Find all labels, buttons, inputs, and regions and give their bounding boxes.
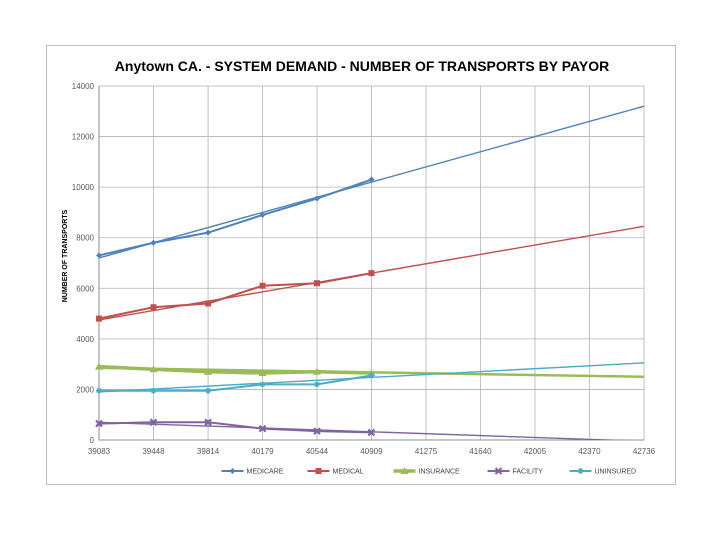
- uninsured-point: [150, 387, 157, 394]
- facility-point: [258, 424, 267, 433]
- uninsured-line: [99, 374, 372, 392]
- chart-title: Anytown CA. - SYSTEM DEMAND - NUMBER OF …: [115, 58, 609, 74]
- medicare-line: [98, 178, 372, 257]
- facility-point: [313, 427, 321, 435]
- legend-medicare-marker: [229, 468, 236, 474]
- x-tick-label: 42370: [578, 447, 601, 456]
- series-lines: [95, 176, 376, 437]
- chart-frame: Anytown CA. - SYSTEM DEMAND - NUMBER OF …: [46, 45, 676, 485]
- medicare-point: [368, 176, 375, 183]
- legend-uninsured-label: UNINSURED: [595, 469, 637, 476]
- y-tick-label: 0: [90, 436, 95, 445]
- x-tick-label: 39083: [88, 447, 111, 456]
- y-tick-label: 6000: [76, 284, 94, 293]
- facility-line: [98, 421, 372, 434]
- uninsured-point: [205, 387, 212, 394]
- y-tick-label: 12000: [72, 133, 95, 142]
- x-tick-label: 39814: [197, 447, 220, 456]
- uninsured-point: [313, 381, 320, 388]
- x-tick-label: 40909: [360, 447, 383, 456]
- legend-medical-label: MEDICAL: [333, 469, 364, 476]
- y-tick-label: 4000: [76, 335, 94, 344]
- medical-line: [98, 272, 372, 320]
- gridlines: [98, 85, 645, 441]
- axes: 0 2000 4000 6000 8000 10000 12000 14000 39083 394…: [72, 82, 656, 456]
- x-tick-label: 42005: [524, 447, 547, 456]
- legend-insurance-label: INSURANCE: [419, 469, 461, 476]
- medical-point: [368, 270, 375, 277]
- medical-point: [259, 282, 266, 289]
- legend-insurance-marker: [400, 467, 409, 474]
- insurance-point: [312, 367, 321, 375]
- uninsured-point: [96, 387, 102, 394]
- medical-point: [313, 280, 320, 287]
- insurance-point: [149, 365, 158, 373]
- legend-facility-marker: [494, 467, 503, 475]
- y-tick-label: 10000: [72, 183, 95, 192]
- medicare-point: [205, 229, 212, 236]
- x-tick-label: 40544: [306, 447, 329, 456]
- legend-facility-label: FACILITY: [513, 469, 544, 476]
- facility-point: [95, 419, 103, 428]
- medical-point: [150, 304, 157, 311]
- uninsured-point: [259, 381, 266, 388]
- x-tick-label: 40179: [251, 447, 274, 456]
- y-axis-label: NUMBER OF TRANSPORTS: [62, 209, 69, 302]
- y-tick-label: 8000: [76, 234, 94, 243]
- y-tick-label: 2000: [76, 385, 94, 394]
- insurance-point: [204, 367, 213, 375]
- x-tick-label: 42736: [633, 447, 656, 456]
- x-tick-label: 41640: [469, 447, 492, 456]
- facility-point: [367, 428, 376, 437]
- medicare-point: [259, 211, 266, 218]
- x-tick-label: 39448: [142, 447, 165, 456]
- facility-point: [149, 418, 158, 427]
- uninsured-point: [368, 372, 375, 379]
- y-tick-label: 14000: [72, 82, 95, 91]
- facility-point: [204, 418, 212, 427]
- legend: MEDICARE MEDICAL INSURANCE FACILITY UNINSURE…: [221, 467, 637, 476]
- chart-svg: Anytown CA. - SYSTEM DEMAND - NUMBER OF …: [62, 58, 656, 476]
- medicare-point: [313, 195, 320, 202]
- medical-point: [205, 300, 212, 307]
- legend-medicare-label: MEDICARE: [247, 469, 284, 476]
- insurance-point: [258, 368, 267, 376]
- legend-medical-marker: [315, 468, 322, 474]
- insurance-point: [95, 362, 103, 370]
- x-tick-label: 41275: [415, 447, 438, 456]
- insurance-line: [98, 364, 372, 375]
- medicare-point: [150, 239, 157, 246]
- medical-point: [96, 315, 102, 322]
- legend-uninsured-marker: [577, 468, 584, 474]
- medicare-point: [96, 252, 102, 259]
